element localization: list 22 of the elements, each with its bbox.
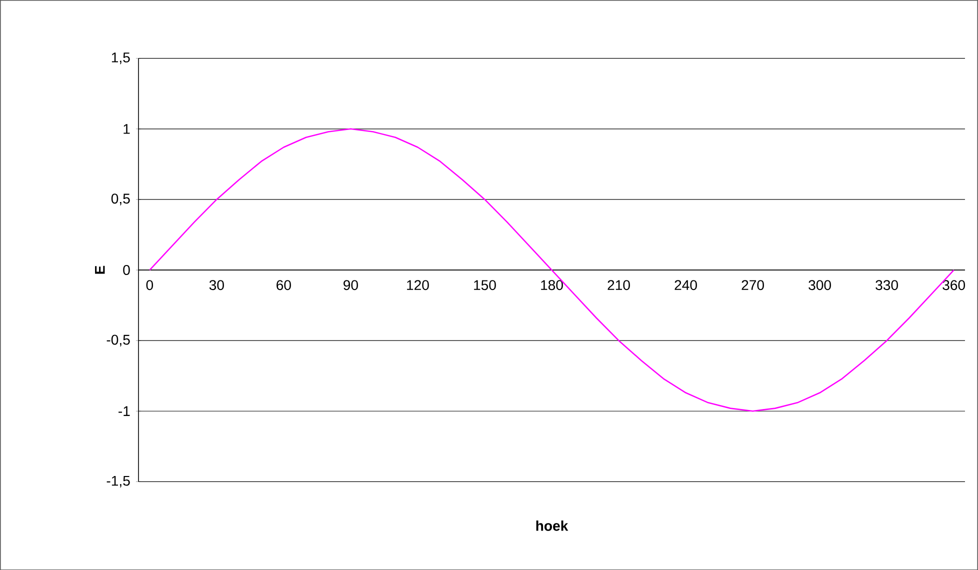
x-tick-label: 270	[742, 280, 764, 290]
y-tick-label: -0,5	[106, 334, 130, 346]
x-tick-label: 300	[808, 280, 831, 290]
x-tick-label: 150	[474, 280, 496, 290]
x-tick-label: 210	[608, 280, 630, 290]
y-tick-label: -1,5	[106, 476, 130, 488]
x-tick-label: 360	[942, 280, 966, 290]
x-tick-label: 30	[209, 280, 224, 290]
x-tick-label: 330	[876, 280, 898, 290]
y-tick-label: -1	[118, 406, 130, 416]
y-axis-title: E	[95, 266, 105, 274]
x-tick-label: 0	[146, 280, 154, 290]
y-tick-label: 1	[124, 124, 130, 134]
x-tick-label: 60	[276, 280, 291, 290]
x-tick-label: 120	[407, 280, 429, 290]
y-tick-label: 0,5	[111, 194, 130, 206]
x-axis-title: hoek	[536, 520, 568, 531]
y-tick-label: 0	[123, 264, 130, 275]
y-tick-label: 1,5	[112, 52, 130, 64]
x-tick-label: 240	[674, 280, 697, 290]
x-tick-label: 180	[541, 280, 563, 290]
x-tick-label: 90	[344, 280, 358, 290]
